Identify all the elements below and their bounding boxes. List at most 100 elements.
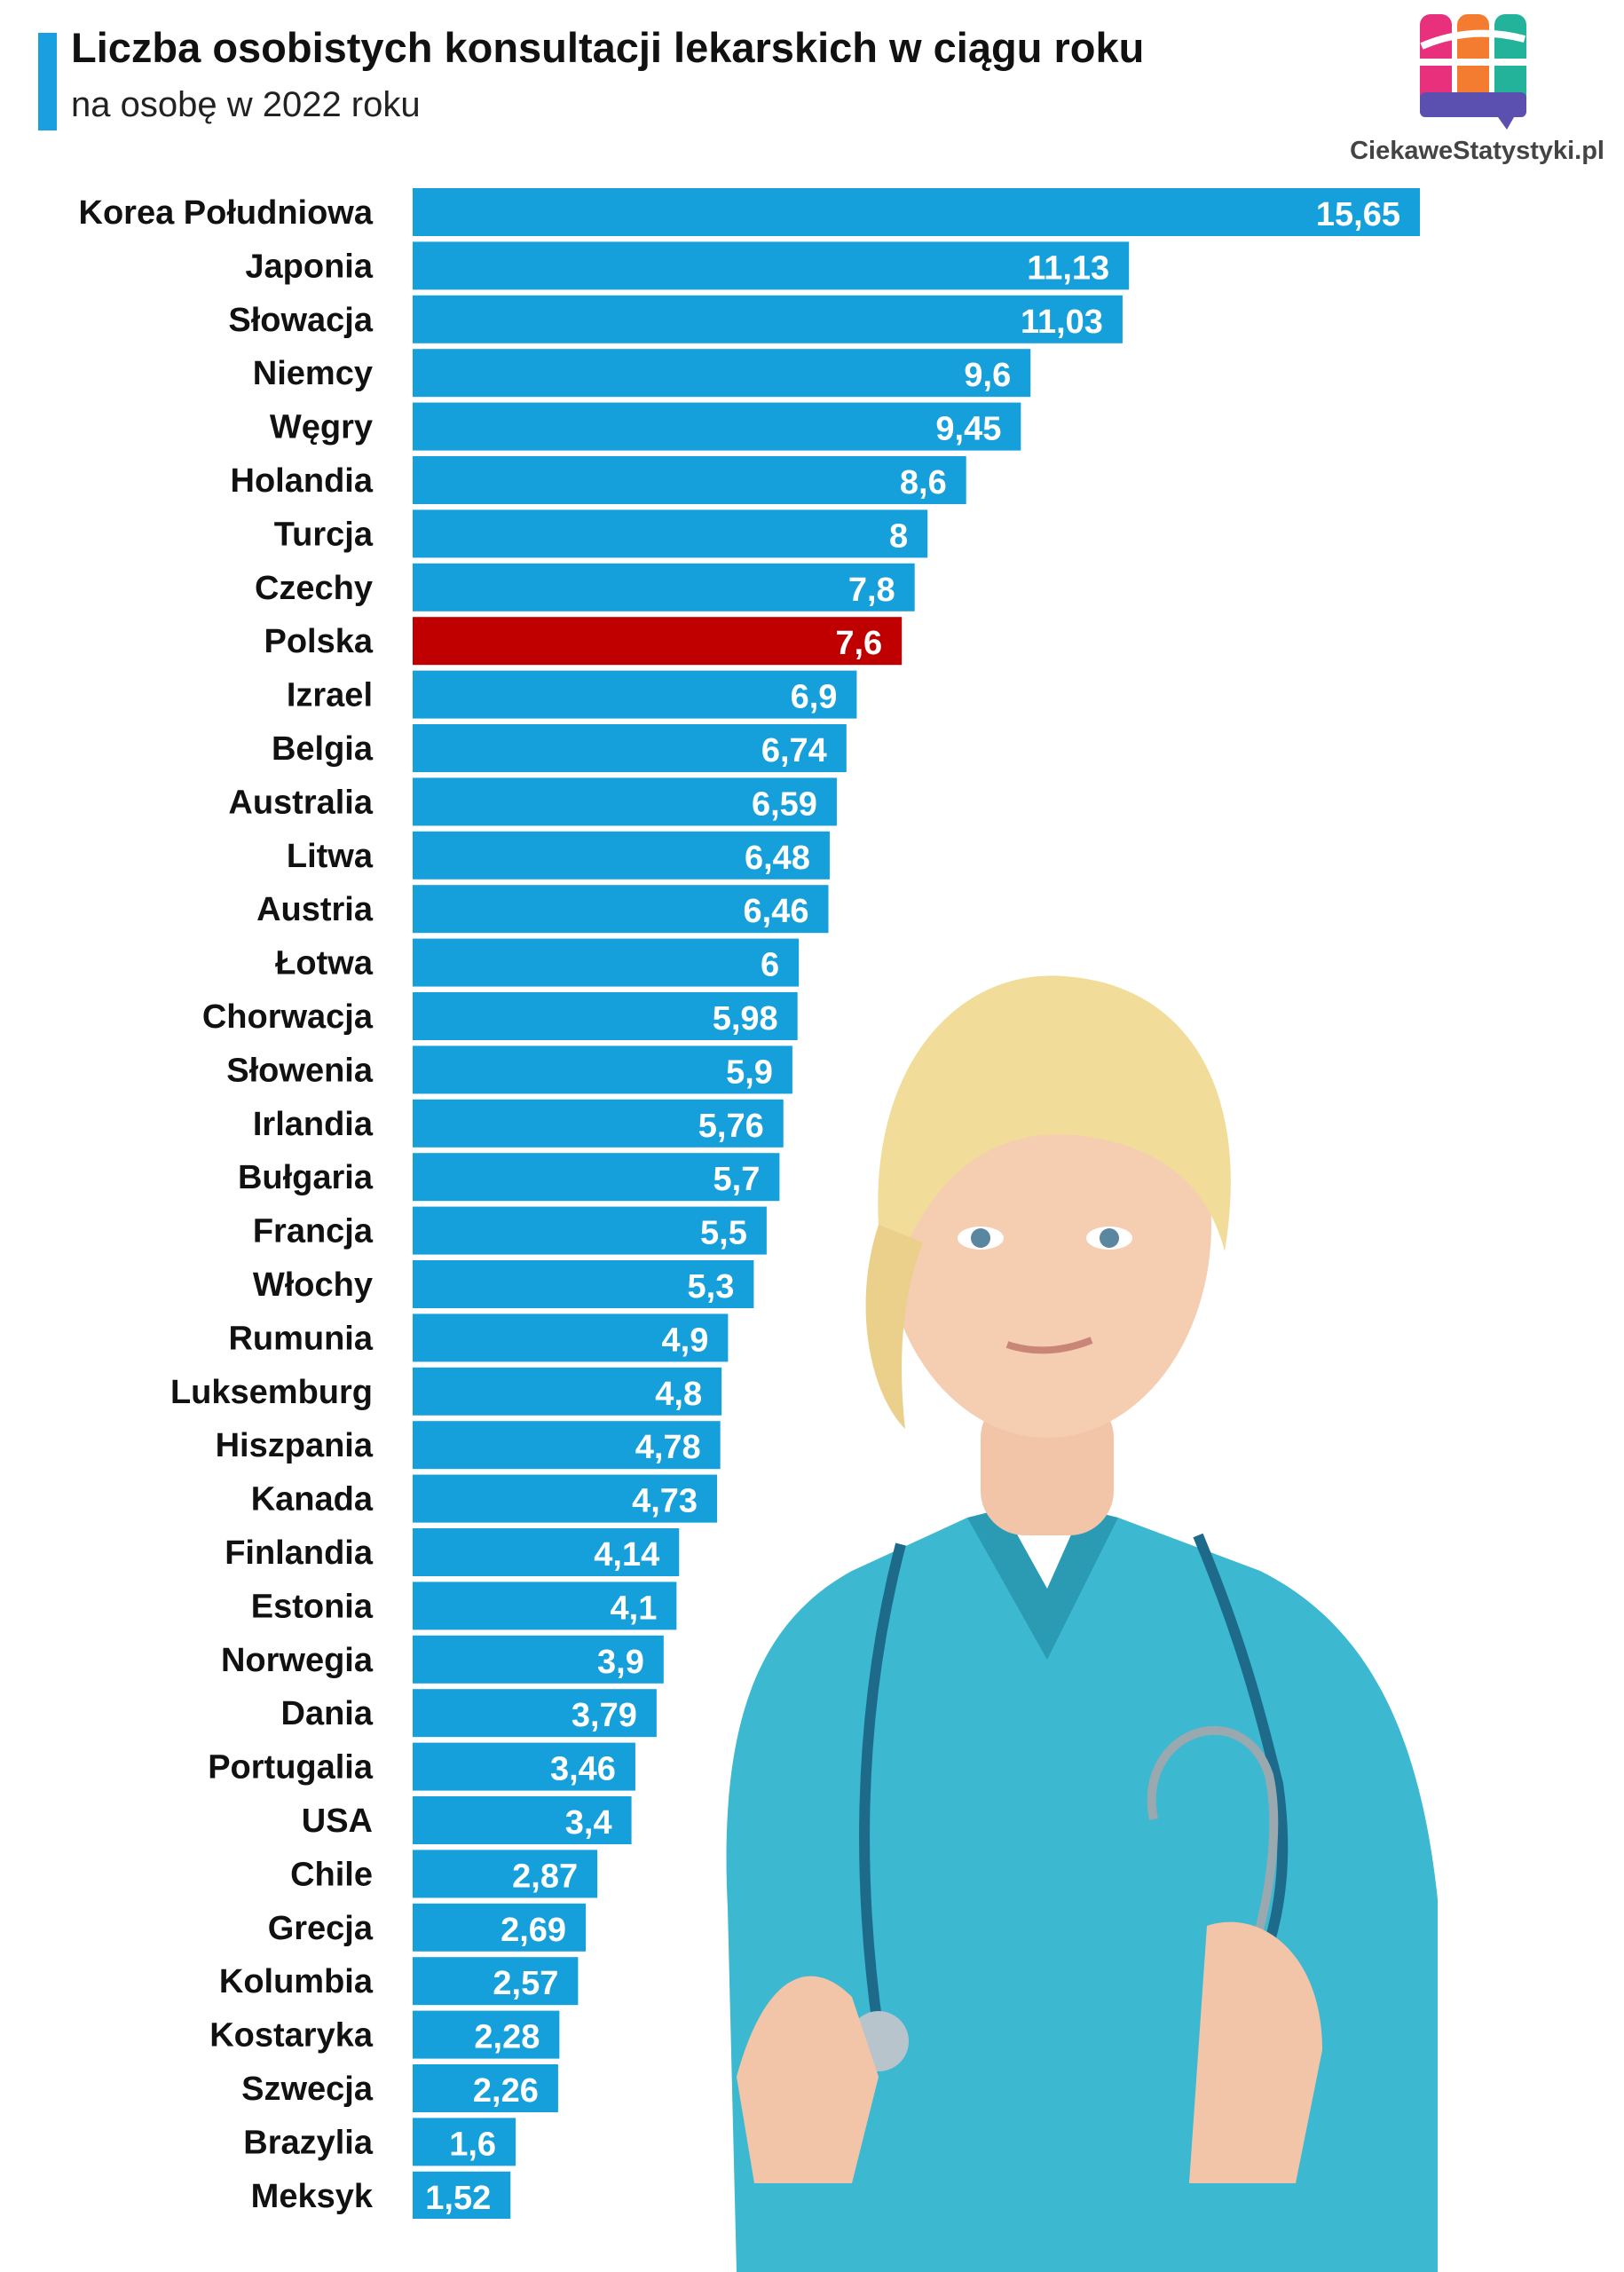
category-label-polska: Polska bbox=[264, 623, 373, 660]
value-label-rumunia: 4,9 bbox=[662, 1321, 709, 1359]
value-label-francja: 5,5 bbox=[700, 1215, 747, 1252]
value-label-turcja: 8 bbox=[889, 517, 908, 555]
value-label-luksemburg: 4,8 bbox=[655, 1376, 702, 1413]
category-label-korea-poludniowa: Korea Południowa bbox=[79, 194, 374, 232]
value-label-slowacja: 11,03 bbox=[1021, 304, 1103, 341]
value-label-lotwa: 6 bbox=[761, 947, 779, 984]
bar-slowenia bbox=[413, 1045, 792, 1094]
category-label-wegry: Węgry bbox=[270, 409, 373, 446]
bar-lotwa bbox=[413, 938, 800, 987]
bar-norwegia bbox=[413, 1635, 664, 1684]
category-label-belgia: Belgia bbox=[272, 730, 374, 768]
logo-text: CiekaweStatystyki.pl bbox=[1350, 137, 1604, 165]
value-label-chorwacja: 5,98 bbox=[713, 1000, 778, 1037]
category-label-dania: Dania bbox=[281, 1695, 374, 1732]
bar-polska bbox=[413, 617, 903, 666]
category-label-meksyk: Meksyk bbox=[251, 2178, 374, 2215]
bar-luksemburg bbox=[413, 1367, 722, 1416]
category-label-wlochy: Włochy bbox=[253, 1266, 373, 1304]
bar-izrael bbox=[413, 670, 857, 719]
category-label-kolumbia: Kolumbia bbox=[219, 1963, 374, 2000]
value-label-austria: 6,46 bbox=[744, 893, 809, 930]
logo-bars-icon bbox=[1420, 14, 1526, 130]
value-label-litwa: 6,48 bbox=[745, 840, 810, 877]
category-label-czechy: Czechy bbox=[255, 570, 373, 607]
category-label-litwa: Litwa bbox=[287, 838, 374, 875]
value-label-dania: 3,79 bbox=[572, 1697, 637, 1734]
bar-niemcy bbox=[413, 349, 1031, 398]
bar-chart: Korea Południowa 15,65 Japonia 11,13 Słowacj… bbox=[79, 188, 1420, 2219]
value-label-grecja: 2,69 bbox=[501, 1912, 566, 1949]
bar-litwa bbox=[413, 831, 830, 880]
value-label-slowenia: 5,9 bbox=[726, 1053, 773, 1091]
category-label-francja: Francja bbox=[253, 1213, 374, 1250]
value-label-korea-poludniowa: 15,65 bbox=[1316, 196, 1400, 233]
category-label-chile: Chile bbox=[290, 1856, 373, 1893]
value-label-norwegia: 3,9 bbox=[597, 1644, 644, 1681]
category-label-australia: Australia bbox=[228, 784, 373, 821]
value-label-czechy: 7,8 bbox=[848, 572, 895, 609]
bar-chile bbox=[413, 1850, 598, 1898]
chart-title: Liczba osobistych konsultacji lekarskich… bbox=[71, 24, 1145, 71]
bar-japonia bbox=[413, 241, 1130, 290]
category-label-norwegia: Norwegia bbox=[221, 1642, 374, 1679]
bar-finlandia bbox=[413, 1528, 680, 1576]
bar-rumunia bbox=[413, 1314, 729, 1362]
bar-hiszpania bbox=[413, 1421, 721, 1470]
logo: CiekaweStatystyki.pl bbox=[1350, 7, 1606, 167]
value-label-izrael: 6,9 bbox=[791, 679, 838, 716]
category-label-luksemburg: Luksemburg bbox=[170, 1374, 373, 1411]
bar-korea-poludniowa bbox=[413, 188, 1420, 236]
bar-belgia bbox=[413, 724, 847, 772]
value-label-japonia: 11,13 bbox=[1027, 249, 1109, 287]
category-label-hiszpania: Hiszpania bbox=[216, 1427, 374, 1464]
bar-austria bbox=[413, 885, 829, 934]
category-label-izrael: Izrael bbox=[287, 677, 373, 714]
value-label-holandia: 8,6 bbox=[900, 464, 947, 501]
bar-francja bbox=[413, 1206, 767, 1255]
category-label-japonia: Japonia bbox=[245, 248, 373, 285]
value-label-kostaryka: 2,28 bbox=[474, 2019, 540, 2056]
bar-wlochy bbox=[413, 1260, 754, 1308]
value-label-niemcy: 9,6 bbox=[964, 357, 1011, 394]
bar-bulgaria bbox=[413, 1153, 780, 1202]
category-label-grecja: Grecja bbox=[268, 1910, 374, 1947]
value-label-kolumbia: 2,57 bbox=[493, 1965, 558, 2002]
bar-chorwacja bbox=[413, 992, 798, 1040]
category-label-slowenia: Słowenia bbox=[226, 1052, 374, 1089]
bar-kolumbia bbox=[413, 1957, 579, 2006]
value-label-brazylia: 1,6 bbox=[449, 2126, 496, 2163]
value-label-irlandia: 5,76 bbox=[698, 1108, 764, 1145]
category-label-lotwa: Łotwa bbox=[275, 945, 374, 982]
category-label-finlandia: Finlandia bbox=[225, 1534, 374, 1572]
category-label-kostaryka: Kostaryka bbox=[209, 2017, 374, 2055]
bar-wegry bbox=[413, 402, 1021, 451]
bar-czechy bbox=[413, 563, 915, 611]
bar-holandia bbox=[413, 456, 966, 504]
value-label-bulgaria: 5,7 bbox=[713, 1161, 761, 1198]
value-label-wegry: 9,45 bbox=[935, 411, 1001, 448]
category-label-chorwacja: Chorwacja bbox=[202, 998, 374, 1036]
bar-slowacja bbox=[413, 295, 1123, 343]
bar-estonia bbox=[413, 1582, 677, 1630]
value-label-australia: 6,59 bbox=[752, 785, 817, 823]
category-label-rumunia: Rumunia bbox=[228, 1320, 373, 1357]
category-label-niemcy: Niemcy bbox=[253, 355, 373, 392]
value-label-polska: 7,6 bbox=[835, 625, 882, 662]
bar-australia bbox=[413, 777, 837, 826]
category-label-slowacja: Słowacja bbox=[228, 302, 373, 339]
category-label-irlandia: Irlandia bbox=[253, 1106, 374, 1143]
bar-brazylia bbox=[413, 2118, 516, 2166]
category-label-usa: USA bbox=[302, 1803, 373, 1840]
value-label-szwecja: 2,26 bbox=[473, 2072, 539, 2110]
value-label-finlandia: 4,14 bbox=[594, 1536, 659, 1574]
category-label-szwecja: Szwecja bbox=[241, 2071, 374, 2108]
bar-szwecja bbox=[413, 2064, 558, 2112]
bar-irlandia bbox=[413, 1099, 784, 1148]
bar-usa bbox=[413, 1796, 632, 1844]
value-label-kanada: 4,73 bbox=[632, 1483, 698, 1520]
category-label-brazylia: Brazylia bbox=[243, 2124, 374, 2161]
value-label-chile: 2,87 bbox=[512, 1858, 578, 1895]
category-label-bulgaria: Bułgaria bbox=[238, 1159, 374, 1196]
bar-kostaryka bbox=[413, 2010, 560, 2059]
